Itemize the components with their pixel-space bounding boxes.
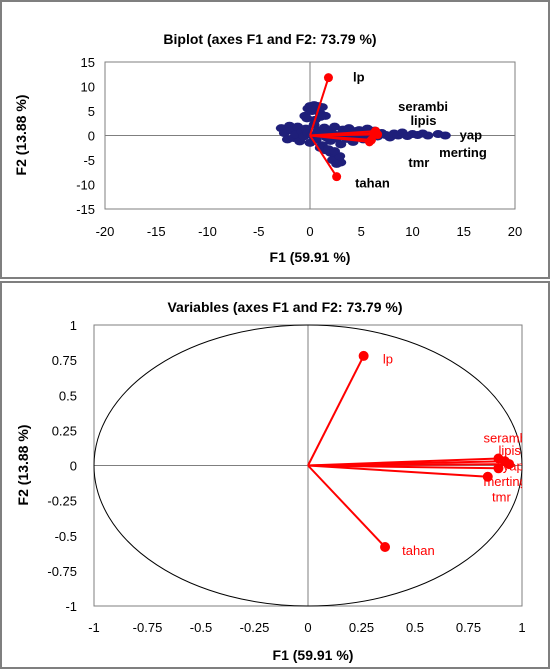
variables-y-tick-label: -0.25 [47,494,77,509]
variable-label-serambi: serambi [483,430,529,445]
biplot-label-serambi: serambi [398,99,448,114]
variables-x-tick-label: 0 [304,620,311,635]
variable-point-yap [504,459,515,470]
observation-point [335,140,347,149]
variables-x-axis-title: F1 (59.91 %) [273,647,354,663]
biplot-x-tick-label: 10 [405,224,419,239]
biplot-y-tick-label: 0 [88,129,95,144]
biplot-label-yap: yap [460,128,482,143]
biplot-label-tahan: tahan [355,176,390,191]
biplot-y-ticks: 15 10 5 0 -5 -10 -15 [76,55,95,217]
biplot-vector-lp [309,77,330,136]
variables-y-tick-label: -0.75 [47,564,77,579]
observation-point [329,147,341,156]
variables-x-tick-label: 0.75 [456,620,481,635]
variables-x-tick-label: 0.5 [406,620,424,635]
biplot-point-lp [323,73,333,83]
biplot-label-lp: lp [353,70,365,85]
variables-x-tick-label: -0.25 [240,620,270,635]
biplot-label-lipis: lipis [410,113,436,128]
variables-y-axis-title: F2 (13.88 %) [15,425,31,506]
variables-x-tick-label: -0.75 [133,620,163,635]
variable-label-merting: merting [483,474,526,489]
variable-point-tahan [380,541,391,552]
biplot-y-axis-title: F2 (13.88 %) [13,95,29,176]
biplot-x-tick-label: -5 [253,224,265,239]
variables-y-tick-label: 0.5 [59,388,77,403]
biplot-x-tick-label: 20 [508,224,522,239]
variables-y-tick-label: -1 [65,599,77,614]
biplot-x-tick-label: 5 [358,224,365,239]
biplot-y-tick-label: 5 [88,104,95,119]
biplot-y-tick-label: 15 [81,55,95,70]
variable-label-lp: lp [383,352,393,367]
biplot-x-axis-title: F1 (59.91 %) [270,249,351,265]
observation-point [331,159,343,168]
variable-point-tmr [482,471,493,482]
biplot-point-tahan [332,172,342,182]
biplot-y-tick-label: -5 [83,153,95,168]
variable-point-lp [358,350,369,361]
variable-point-merting [493,463,504,474]
variables-title: Variables (axes F1 and F2: 73.79 %) [167,299,402,315]
biplot-point-yap [373,130,383,140]
correlation-circle [93,324,523,607]
variables-y-tick-label: -0.5 [55,529,77,544]
unit-circle [93,324,523,607]
biplot-x-tick-label: -20 [96,224,115,239]
observation-point [329,122,341,131]
variables-x-tick-label: -1 [88,620,100,635]
biplot-label-merting: merting [439,145,487,160]
biplot-label-tmr: tmr [408,155,429,170]
variables-x-tick-label: 0.25 [349,620,374,635]
observation-point [439,131,451,140]
variable-label-yap: yap [503,459,524,474]
variable-vector-tahan [307,464,386,548]
biplot-x-tick-label: 0 [306,224,313,239]
biplot-y-tick-label: -15 [76,202,95,217]
biplot-point-tmr [364,137,374,147]
variables-y-tick-label: 1 [70,318,77,333]
observation-point [422,131,434,140]
biplot-vector-tmr [309,134,370,143]
variables-panel: Variables (axes F1 and F2: 73.79 %) lp ta… [0,281,550,669]
biplot-vector-tahan [309,134,338,178]
variables-arrows [307,350,515,552]
variables-y-tick-label: 0.25 [52,423,77,438]
variable-vector-merting [307,464,499,470]
biplot-x-ticks: -20 -15 -10 -5 0 5 10 15 20 [96,224,523,239]
variable-vector-lp [307,355,365,466]
biplot-variables [309,73,383,182]
variables-y-ticks: 1 0.75 0.5 0.25 0 -0.25 -0.5 -0.75 -1 [47,318,77,614]
biplot-x-tick-label: 15 [457,224,471,239]
variables-y-tick-label: 0 [70,459,77,474]
biplot-x-tick-label: -10 [198,224,217,239]
biplot-x-tick-label: -15 [147,224,166,239]
biplot-title: Biplot (axes F1 and F2: 73.79 %) [163,31,376,47]
variables-x-ticks: -1 -0.75 -0.5 -0.25 0 0.25 0.5 0.75 1 [88,620,525,635]
biplot-y-tick-label: -10 [76,178,95,193]
variable-label-tmr: tmr [492,489,511,504]
variables-y-tick-label: 0.75 [52,353,77,368]
variable-vector-tmr [307,464,488,478]
biplot-panel: Biplot (axes F1 and F2: 73.79 %) lp seram… [0,0,550,279]
variable-label-tahan: tahan [402,543,435,558]
variables-x-tick-label: -0.5 [190,620,212,635]
variables-x-tick-label: 1 [518,620,525,635]
biplot-y-tick-label: 10 [81,80,95,95]
variable-label-lipis: lipis [498,443,521,458]
